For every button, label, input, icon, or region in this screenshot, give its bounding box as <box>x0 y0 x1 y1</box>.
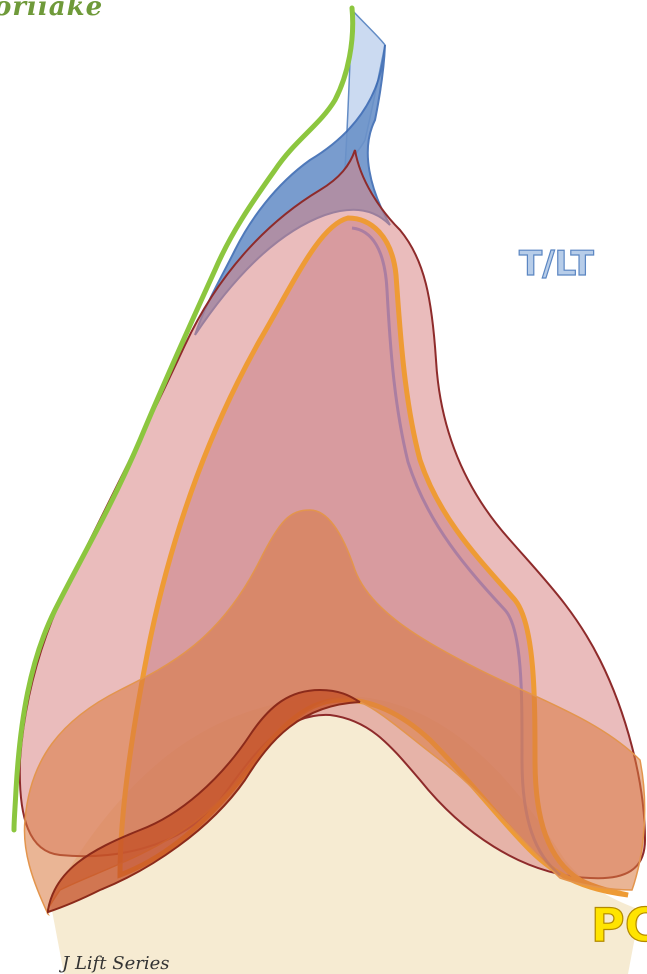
caption-text: J Lift Series <box>62 953 170 974</box>
label-top-right: T/LT <box>518 243 594 284</box>
label-bottom-right: PC <box>590 897 647 952</box>
brand-logo-text: oriiake <box>0 0 104 22</box>
green-outline <box>11 5 356 833</box>
dark-red-bottom-layer <box>47 688 361 914</box>
